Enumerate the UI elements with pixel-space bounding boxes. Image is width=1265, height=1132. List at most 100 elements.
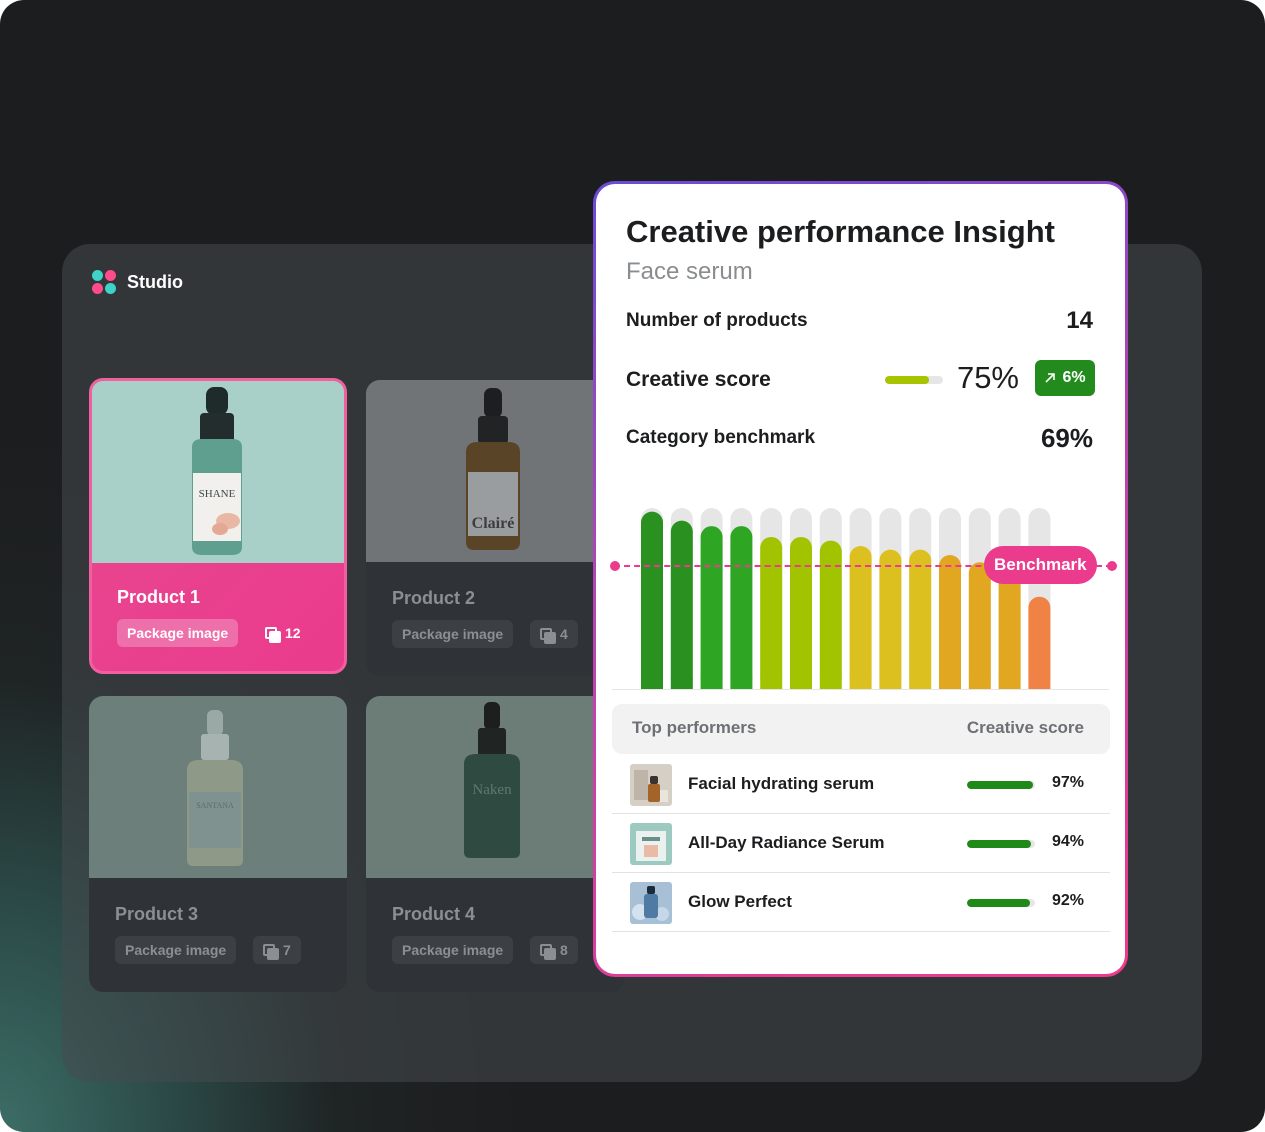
product-card-2[interactable]: Clairé Product 2 Package image 4 — [366, 380, 624, 676]
top-performers-header: Top performers Creative score — [612, 704, 1110, 754]
package-image-chip-3[interactable]: Package image — [115, 936, 237, 964]
benchmark-line — [614, 565, 1112, 567]
product-name-1: Product 1 — [117, 587, 201, 607]
studio-logo-icon — [92, 270, 117, 295]
image-count-value-2: 4 — [560, 626, 568, 642]
product-image-4: Naken — [366, 696, 624, 878]
product-card-4[interactable]: Naken Product 4 Package image 8 — [366, 696, 624, 992]
insight-card-body: Creative performance Insight Face serum … — [596, 184, 1125, 974]
creative-score-bar — [885, 376, 943, 384]
chart-bar — [641, 511, 663, 689]
chart-bar-base — [998, 678, 1021, 689]
creative-score-column-header: Creative score — [966, 718, 1084, 737]
creative-score-delta-value: 6% — [1062, 369, 1086, 386]
performer-score-bar — [967, 899, 1035, 907]
image-count-4: 8 — [530, 936, 578, 964]
product-label-2: Clairé — [472, 515, 515, 532]
performer-score-bar — [967, 840, 1035, 848]
chart-bar-base — [968, 678, 991, 689]
chart-bar-base — [849, 678, 872, 689]
chart-baseline — [612, 689, 1109, 690]
product-card-1[interactable]: SHANE Product 1 Package image 12 — [89, 378, 347, 674]
chart-bar — [700, 526, 723, 689]
package-image-chip-1[interactable]: Package image — [117, 619, 239, 647]
chart-bar-base — [730, 678, 753, 689]
product-name-2: Product 2 — [392, 588, 476, 608]
copy-icon — [540, 944, 556, 960]
chart-bar — [968, 562, 991, 689]
chart-bar — [849, 546, 872, 689]
category-benchmark-value: 69% — [1040, 423, 1093, 453]
chart-bar-base — [670, 678, 693, 689]
image-count-3: 7 — [253, 936, 301, 964]
creative-score-delta-badge: 6% — [1035, 360, 1095, 396]
product-name-3: Product 3 — [115, 904, 199, 924]
performer-score: 92% — [1051, 892, 1084, 909]
studio-title: Studio — [127, 272, 183, 292]
number-of-products-label: Number of products — [626, 310, 808, 331]
image-count-value-4: 8 — [560, 942, 568, 958]
chart-bar — [879, 549, 902, 689]
performer-name: Facial hydrating serum — [688, 774, 875, 793]
chart-bar — [998, 567, 1021, 689]
product-label-3: SANTANA — [196, 801, 234, 810]
table-row[interactable]: All-Day Radiance Serum 94% — [612, 814, 1110, 873]
benchmark-line-end-dot — [1107, 561, 1117, 571]
chart-bar-base — [1028, 678, 1051, 689]
chart-bar-base — [790, 678, 812, 689]
product-name-4: Product 4 — [392, 904, 476, 924]
insight-subtitle: Face serum — [626, 258, 753, 285]
product-image-3: SANTANA — [89, 696, 347, 878]
copy-icon — [540, 628, 556, 644]
studio-header: Studio — [92, 270, 183, 295]
number-of-products-value: 14 — [1066, 307, 1093, 334]
product-image-2: Clairé — [366, 380, 624, 562]
top-performers-column-header: Top performers — [632, 718, 757, 737]
category-benchmark-label: Category benchmark — [626, 427, 816, 448]
product-label-1: SHANE — [199, 488, 236, 500]
insight-title: Creative performance Insight — [626, 214, 1055, 249]
table-row[interactable]: Glow Perfect 92% — [612, 873, 1110, 932]
product-label-4: Naken — [472, 782, 512, 798]
performer-score: 97% — [1051, 774, 1084, 791]
benchmark-bar-chart — [641, 508, 1051, 689]
copy-icon — [265, 627, 281, 643]
arrow-up-right-icon — [1045, 373, 1056, 383]
table-row[interactable]: Facial hydrating serum 97% — [612, 755, 1110, 814]
performer-score-bar — [967, 781, 1035, 789]
performer-score-bar-fill — [967, 840, 1031, 848]
creative-score-value: 75% — [956, 360, 1019, 395]
chart-bar — [819, 540, 842, 689]
copy-icon — [263, 944, 279, 960]
image-count-2: 4 — [530, 620, 578, 648]
performer-score-bar-fill — [967, 899, 1030, 907]
image-count-value-3: 7 — [283, 942, 291, 958]
chart-bar — [670, 520, 693, 689]
package-image-chip-2[interactable]: Package image — [392, 620, 514, 648]
chart-bar — [939, 555, 961, 689]
chart-bar — [1028, 596, 1051, 689]
chart-bar-base — [700, 678, 723, 689]
chart-bar-base — [879, 678, 902, 689]
product-card-3[interactable]: SANTANA Product 3 Package image 7 — [89, 696, 347, 992]
performer-score-bar-fill — [967, 781, 1033, 789]
product-image-1: SHANE — [92, 381, 344, 563]
benchmark-pill: Benchmark — [984, 546, 1097, 584]
product-thumbnail — [630, 882, 672, 924]
chart-bar-base — [819, 678, 842, 689]
chart-bar-base — [909, 678, 932, 689]
package-image-chip-4[interactable]: Package image — [392, 936, 514, 964]
performer-score: 94% — [1051, 833, 1084, 850]
chart-bar — [730, 526, 753, 689]
chart-bar-base — [641, 678, 663, 689]
insight-card: Creative performance Insight Face serum … — [593, 181, 1128, 977]
product-thumbnail — [630, 823, 672, 865]
image-count-value-1: 12 — [285, 625, 301, 641]
performer-name: Glow Perfect — [688, 892, 792, 911]
performer-name: All-Day Radiance Serum — [688, 833, 885, 852]
chart-bar — [790, 536, 812, 689]
chart-bar-base — [760, 678, 783, 689]
benchmark-line-start-dot — [610, 561, 620, 571]
product-thumbnail — [630, 764, 672, 806]
creative-score-label: Creative score — [626, 368, 771, 391]
